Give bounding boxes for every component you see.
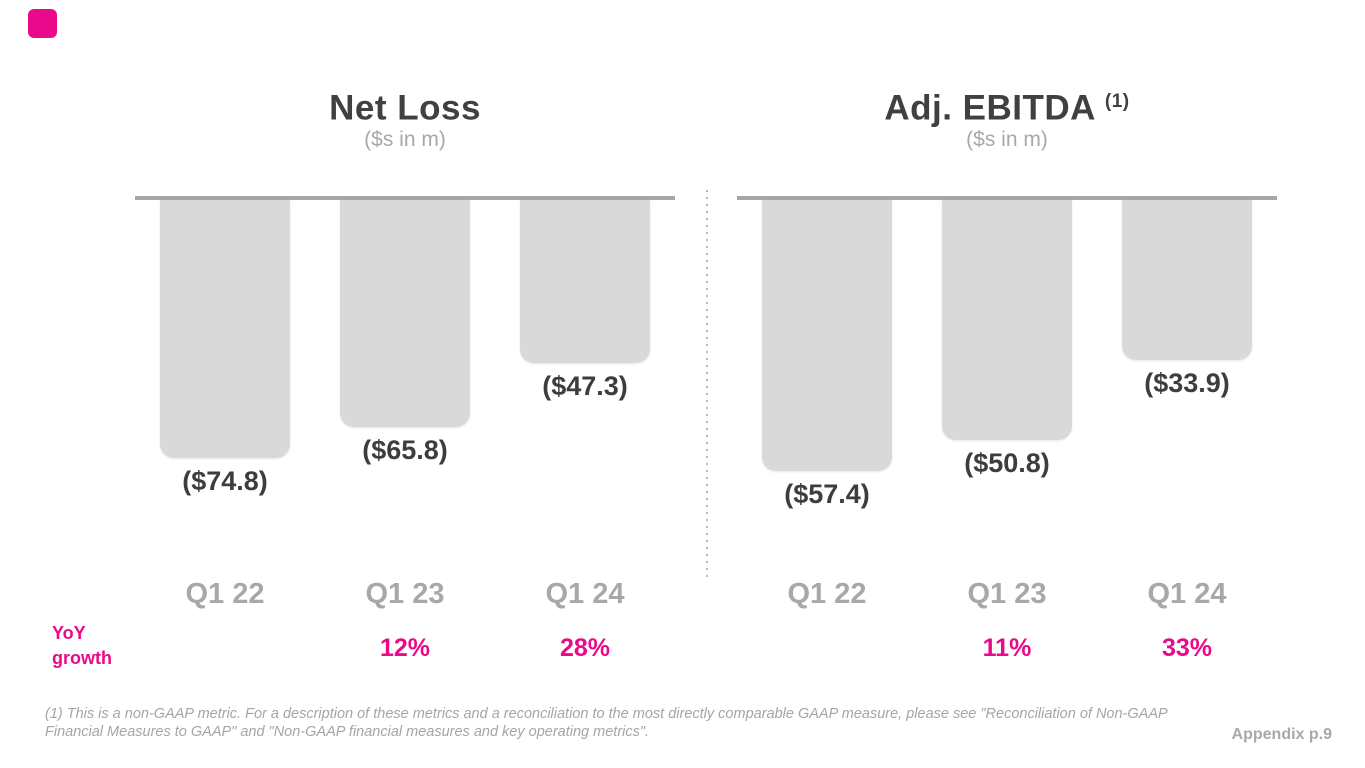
bar bbox=[340, 200, 470, 427]
growth-row: 11% 33% bbox=[737, 634, 1277, 663]
category-axis: Q1 22 Q1 23 Q1 24 bbox=[135, 578, 675, 611]
bars-area: ($74.8) ($65.8) ($47.3) bbox=[135, 200, 675, 497]
bar-column: ($74.8) bbox=[135, 200, 315, 497]
bar-column: ($65.8) bbox=[315, 200, 495, 497]
dotted-divider-line bbox=[706, 190, 708, 578]
bar-value-label: ($65.8) bbox=[362, 435, 448, 465]
chart-adj-ebitda: Adj. EBITDA (1) ($s in m) ($57.4) ($50.8)… bbox=[737, 0, 1277, 700]
chart-subtitle: ($s in m) bbox=[364, 128, 446, 151]
bar-column: ($33.9) bbox=[1097, 200, 1277, 510]
zero-baseline bbox=[737, 196, 1277, 200]
category-label: Q1 22 bbox=[787, 578, 867, 610]
chart-subtitle: ($s in m) bbox=[966, 128, 1048, 151]
bar bbox=[762, 200, 892, 471]
yoy-growth-value: 33% bbox=[1161, 634, 1213, 662]
brand-logo-mark bbox=[28, 9, 57, 38]
chart-title-text: Net Loss bbox=[329, 88, 481, 128]
yoy-growth-value bbox=[135, 634, 315, 663]
yoy-growth-label: YoY growth bbox=[52, 623, 112, 668]
category-label: Q1 23 bbox=[365, 578, 445, 610]
bar bbox=[520, 200, 650, 363]
chart-title: Adj. EBITDA (1) bbox=[737, 82, 1277, 129]
category-label: Q1 24 bbox=[1147, 578, 1227, 610]
bar bbox=[1122, 200, 1252, 360]
footnote: (1) This is a non-GAAP metric. For a des… bbox=[45, 706, 1168, 740]
appendix-page-ref: Appendix p.9 bbox=[1231, 726, 1332, 743]
bars-area: ($57.4) ($50.8) ($33.9) bbox=[737, 200, 1277, 510]
category-label: Q1 24 bbox=[545, 578, 625, 610]
bar-value-label: ($57.4) bbox=[784, 479, 870, 509]
category-label: Q1 23 bbox=[967, 578, 1047, 610]
bar-value-label: ($74.8) bbox=[182, 466, 268, 496]
category-label: Q1 22 bbox=[185, 578, 265, 610]
chart-title: Net Loss bbox=[135, 82, 675, 129]
yoy-growth-value: 12% bbox=[379, 634, 431, 662]
yoy-growth-value: 28% bbox=[559, 634, 611, 662]
zero-baseline bbox=[135, 196, 675, 200]
bar bbox=[160, 200, 290, 458]
bar-column: ($57.4) bbox=[737, 200, 917, 510]
yoy-growth-value bbox=[737, 634, 917, 663]
bar-column: ($47.3) bbox=[495, 200, 675, 497]
chart-title-superscript: (1) bbox=[1104, 91, 1130, 112]
chart-title-text: Adj. EBITDA bbox=[884, 88, 1095, 128]
chart-net-loss: Net Loss ($s in m) ($74.8) ($65.8) ($47.3)… bbox=[135, 0, 675, 700]
category-axis: Q1 22 Q1 23 Q1 24 bbox=[737, 578, 1277, 611]
yoy-growth-value: 11% bbox=[982, 634, 1032, 662]
bar-value-label: ($47.3) bbox=[542, 371, 628, 401]
bar bbox=[942, 200, 1072, 440]
growth-row: 12% 28% bbox=[135, 634, 675, 663]
bar-value-label: ($50.8) bbox=[964, 448, 1050, 478]
bar-column: ($50.8) bbox=[917, 200, 1097, 510]
bar-value-label: ($33.9) bbox=[1144, 368, 1230, 398]
